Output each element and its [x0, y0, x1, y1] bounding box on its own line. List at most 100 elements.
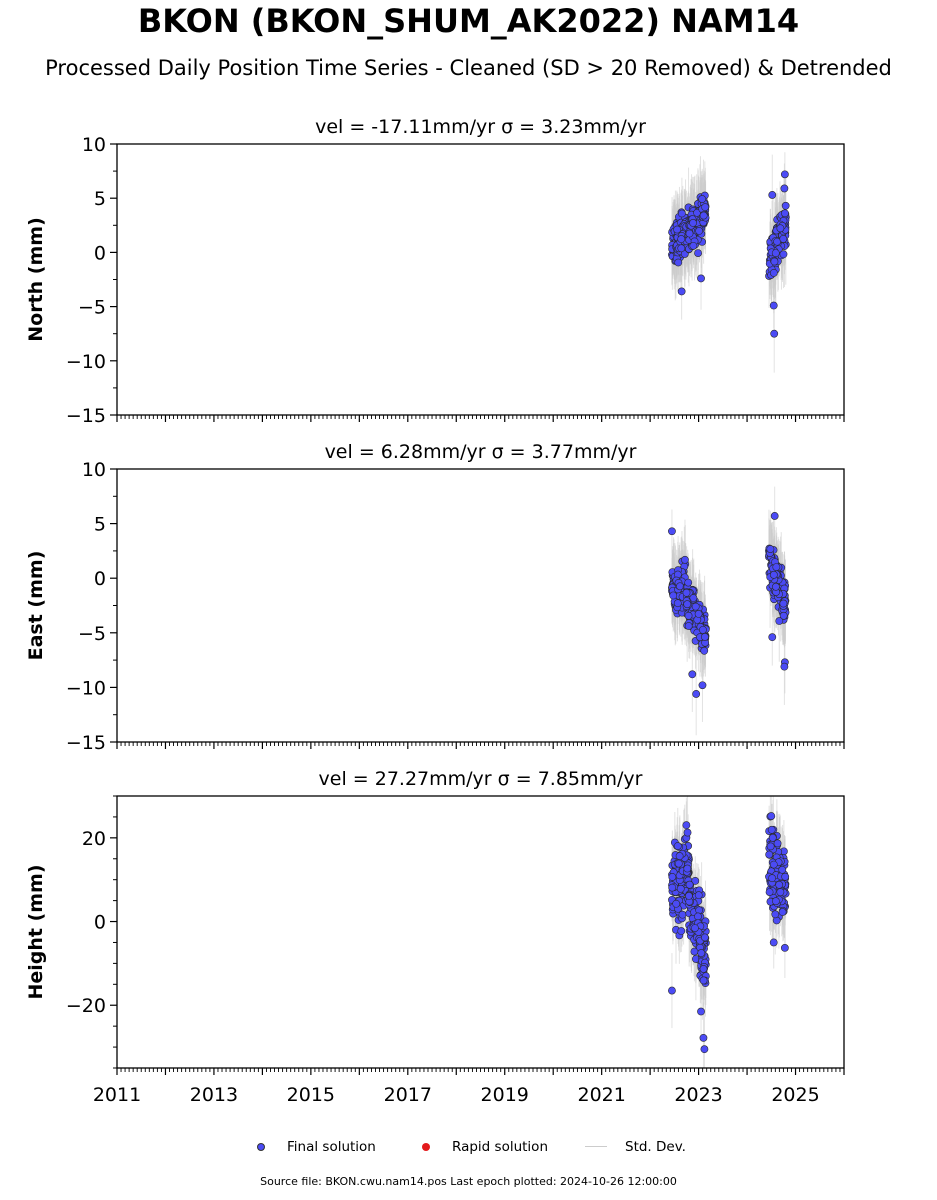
data-point [771, 897, 780, 906]
data-point [773, 839, 782, 848]
x-tick-label: 2013 [190, 1084, 238, 1106]
y-tick-label: −5 [78, 623, 106, 645]
axes-frame [116, 143, 845, 416]
data-point [779, 611, 788, 620]
data-point [699, 976, 708, 985]
data-point [780, 944, 789, 952]
data-point [691, 876, 700, 885]
data-point [781, 201, 790, 210]
data-point [689, 241, 698, 250]
data-point [780, 662, 789, 671]
data-point [781, 872, 790, 881]
data-point [775, 617, 784, 625]
data-point [772, 582, 780, 591]
data-point [770, 512, 779, 520]
data-point [769, 860, 778, 869]
axes-frame [116, 795, 845, 1069]
data-point [677, 287, 686, 296]
chart-subtitle: Processed Daily Position Time Series - C… [45, 56, 892, 80]
legend: Final solution Rapid solution Std. Dev. [0, 1136, 937, 1158]
data-point [778, 865, 787, 874]
data-point [701, 633, 709, 641]
y-axis-label: East (mm) [25, 551, 47, 661]
legend-rapid-label: Rapid solution [452, 1139, 548, 1155]
data-point [769, 570, 778, 579]
data-point [770, 257, 779, 266]
x-tick-label: 2023 [674, 1084, 722, 1106]
data-points [668, 796, 790, 1068]
data-point [697, 1007, 705, 1016]
data-point [673, 599, 682, 608]
data-point [697, 274, 705, 283]
data-point [683, 828, 692, 837]
data-point [685, 892, 693, 900]
data-point [766, 842, 775, 851]
data-point [672, 899, 681, 908]
data-point [674, 258, 683, 267]
rapid-solution-marker [422, 1143, 430, 1151]
panel-title: vel = 27.27mm/yr σ = 7.85mm/yr [319, 768, 643, 790]
chart-title: BKON (BKON_SHUM_AK2022) NAM14 [137, 2, 800, 40]
x-tick-label: 2017 [384, 1084, 432, 1106]
y-tick-label: 0 [94, 912, 106, 934]
data-point [694, 912, 702, 921]
data-point [683, 864, 692, 873]
data-point [768, 633, 777, 642]
data-point [677, 209, 686, 218]
data-point [765, 850, 774, 859]
y-tick-label: 5 [94, 514, 106, 536]
data-points [668, 486, 790, 736]
data-point [694, 249, 702, 257]
data-point [673, 225, 682, 234]
data-point [765, 888, 774, 896]
y-tick-label: −15 [66, 732, 106, 754]
x-tick-label: 2011 [93, 1084, 141, 1106]
data-point [694, 610, 703, 618]
y-tick-label: −5 [78, 297, 106, 319]
legend-final-label: Final solution [287, 1139, 376, 1155]
data-point [697, 949, 706, 957]
data-point [677, 927, 686, 935]
y-tick-label: 20 [82, 828, 106, 850]
data-point [766, 545, 775, 553]
data-point [694, 891, 703, 900]
data-point [699, 965, 708, 973]
data-point [689, 594, 698, 602]
panel-title: vel = 6.28mm/yr σ = 3.77mm/yr [325, 441, 637, 463]
data-point [699, 1033, 708, 1042]
panel-height: vel = 27.27mm/yr σ = 7.85mm/yr Height (mm… [25, 768, 845, 1106]
x-tick-label: 2025 [771, 1084, 819, 1106]
data-point [776, 888, 785, 897]
data-point [778, 908, 787, 916]
data-point [776, 224, 785, 233]
data-point [768, 833, 777, 842]
data-point [698, 681, 707, 690]
data-point [675, 852, 684, 860]
data-point [681, 555, 689, 564]
data-point [699, 211, 708, 220]
data-point [685, 229, 694, 238]
data-point [668, 883, 677, 892]
data-point [678, 910, 687, 919]
data-point [685, 880, 694, 889]
data-point [779, 250, 788, 259]
time-series-plots: vel = -17.11mm/yr σ = 3.23mm/yr North (mm… [25, 116, 845, 1106]
data-point [769, 938, 778, 947]
data-point [767, 825, 776, 834]
panel-east: vel = 6.28mm/yr σ = 3.77mm/yr East (mm) −1… [25, 441, 845, 754]
data-point [676, 582, 684, 591]
data-point [689, 219, 697, 227]
data-point [673, 842, 682, 850]
source-note: Source file: BKON.cwu.nam14.pos Last epo… [260, 1175, 677, 1188]
y-tick-label: −15 [66, 405, 106, 427]
data-point [701, 203, 710, 212]
data-point [779, 234, 788, 243]
axes-frame [116, 468, 845, 743]
data-point [691, 602, 700, 611]
data-point [682, 588, 691, 597]
panel-title: vel = -17.11mm/yr σ = 3.23mm/yr [315, 116, 646, 138]
x-tick-label: 2019 [481, 1084, 529, 1106]
std-dev-line [585, 1146, 607, 1147]
legend-std-label: Std. Dev. [625, 1139, 686, 1155]
data-point [700, 933, 709, 942]
